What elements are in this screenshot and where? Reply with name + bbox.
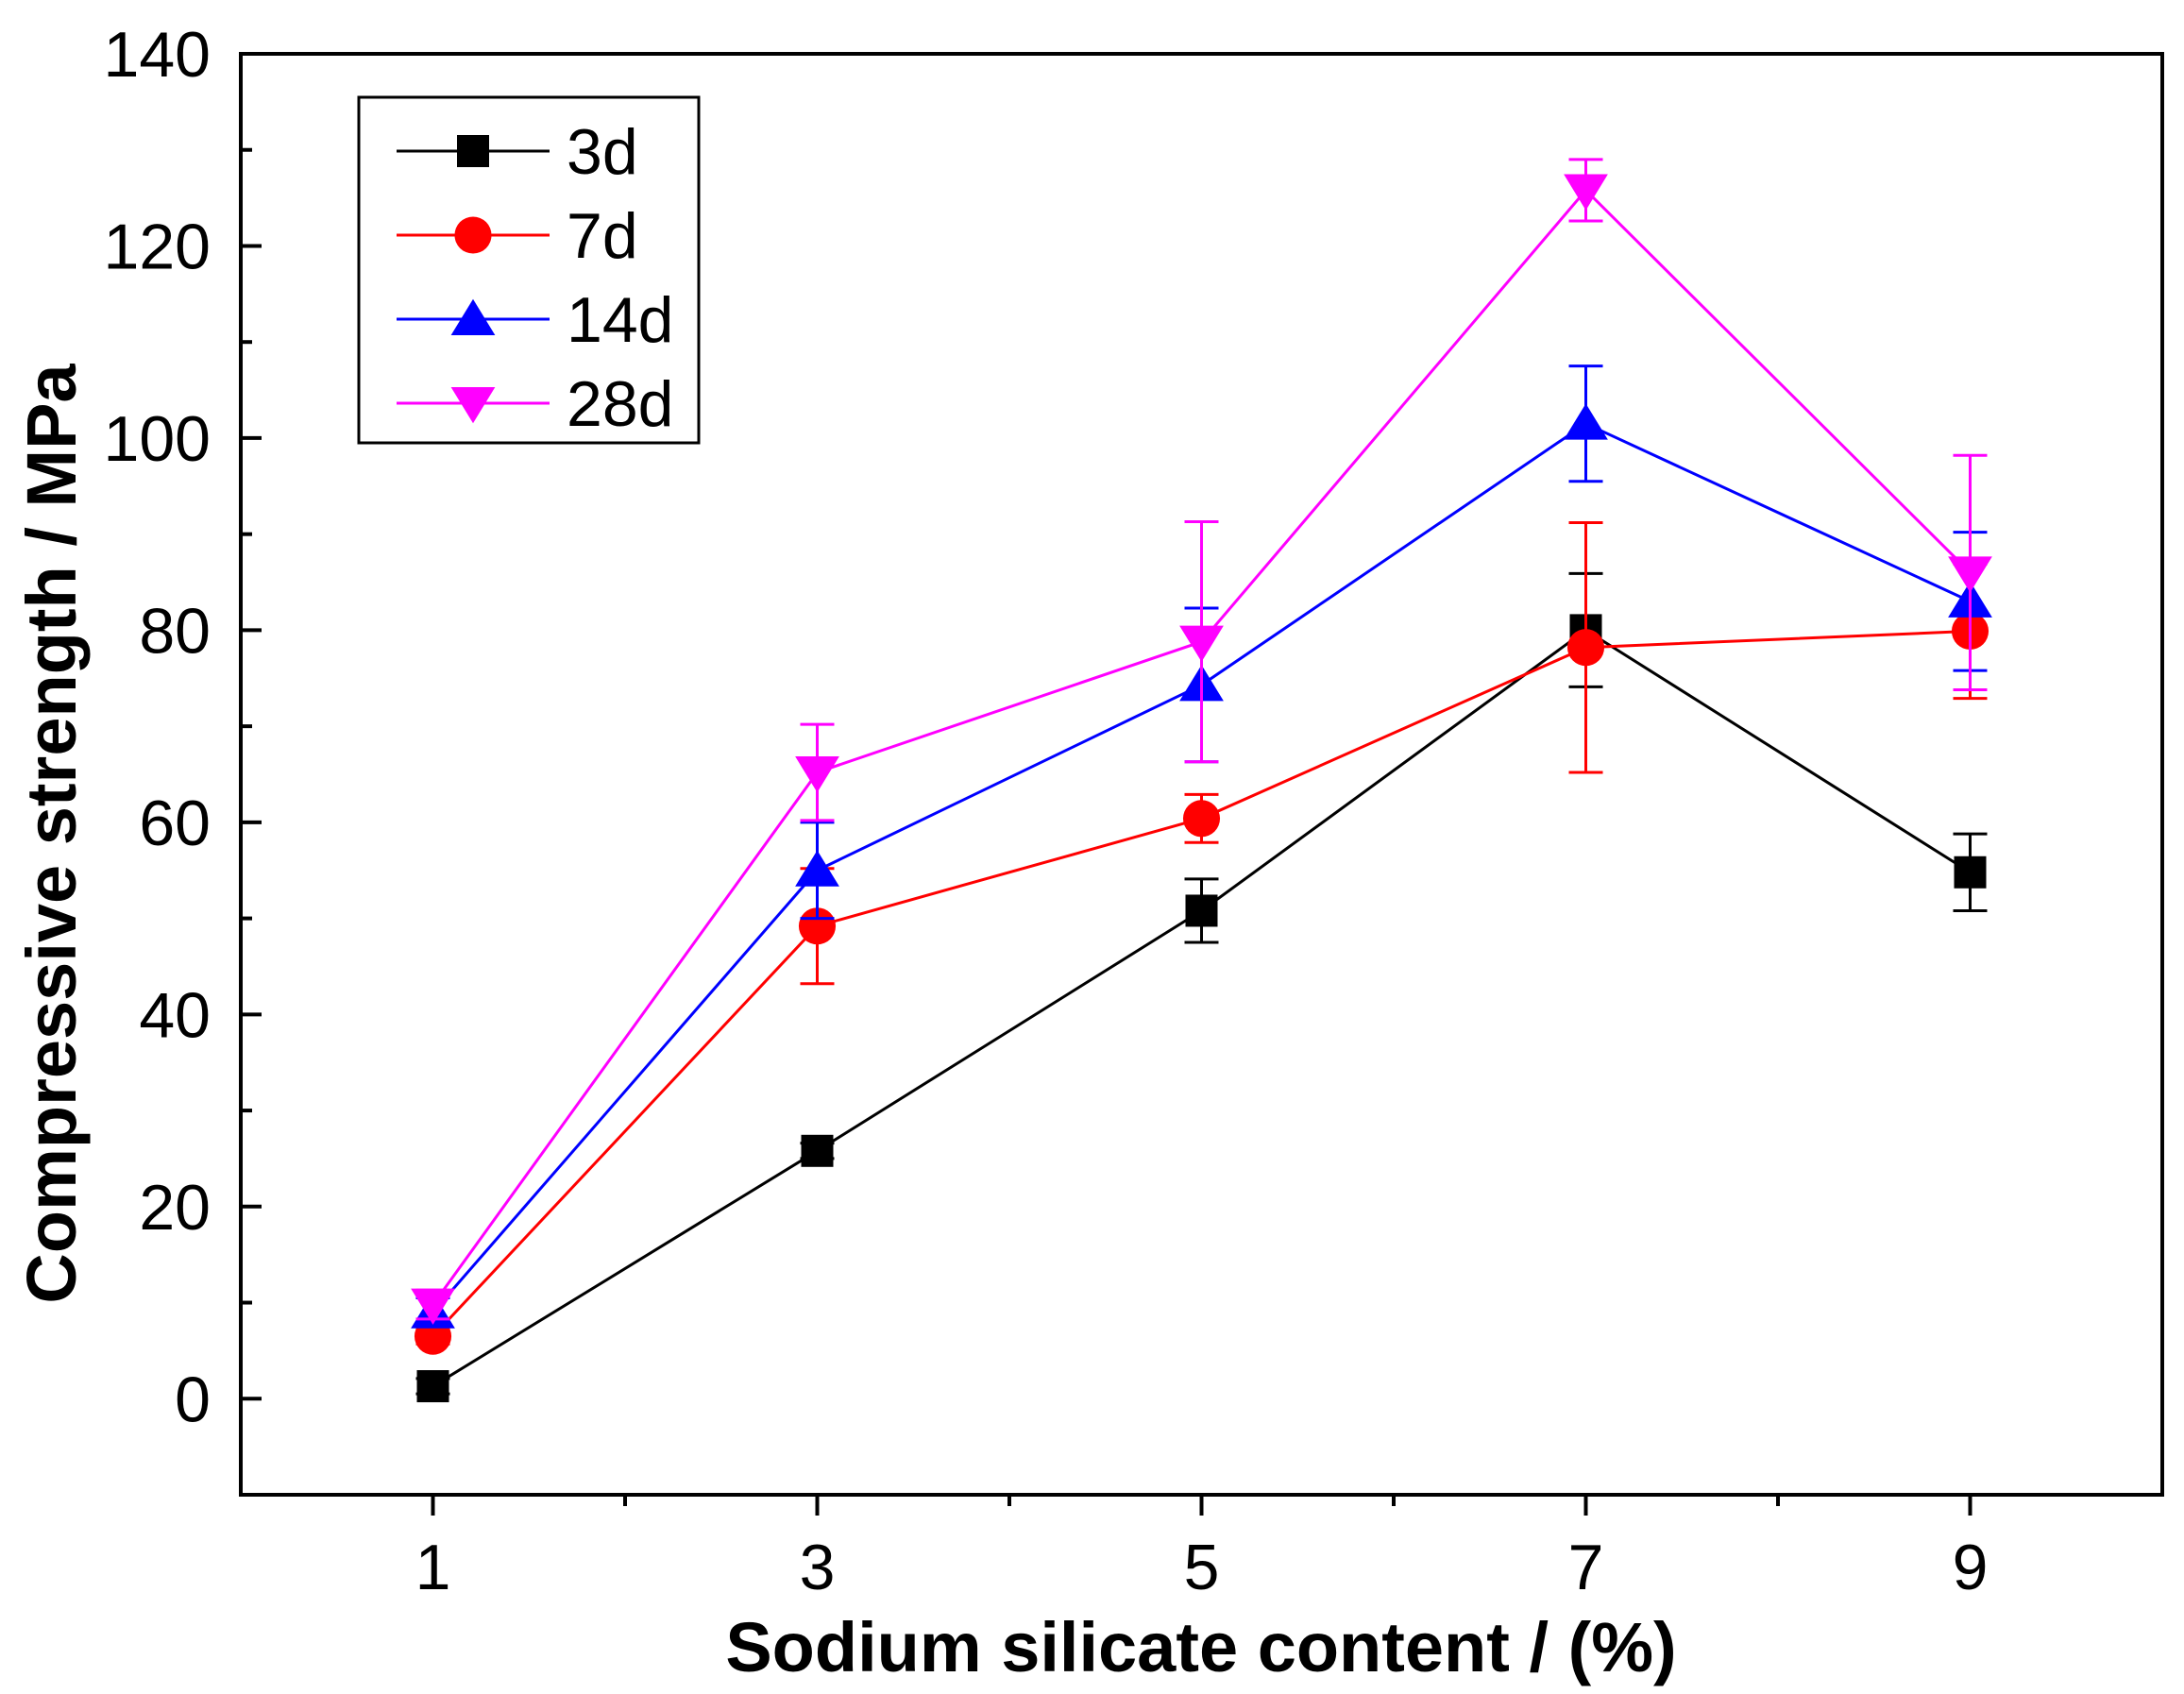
legend-label: 28d: [567, 368, 673, 440]
data-point-3d: [801, 1134, 834, 1167]
y-tick-label: 100: [104, 403, 211, 475]
y-axis-title: Compressive strength / MPa: [12, 364, 91, 1304]
data-point-3d: [1185, 894, 1218, 927]
y-tick-label: 40: [139, 979, 211, 1051]
y-tick-label: 60: [139, 788, 211, 859]
legend-label: 7d: [567, 200, 638, 272]
x-tick-label: 5: [1184, 1532, 1220, 1603]
y-tick-label: 80: [139, 595, 211, 667]
legend-marker: [450, 387, 496, 424]
data-point-7d: [1182, 800, 1221, 838]
legend-label: 3d: [567, 116, 638, 188]
data-point-3d: [416, 1370, 449, 1403]
legend-box: [357, 95, 701, 445]
series-28d: [411, 158, 1992, 1325]
legend-item-28d: 28d: [397, 368, 673, 440]
x-tick-label: 7: [1568, 1532, 1604, 1603]
data-point-28d: [411, 1288, 455, 1325]
data-point-3d: [1954, 855, 1987, 889]
y-tick-label: 120: [104, 211, 211, 282]
data-point-28d: [1179, 625, 1224, 662]
legend-marker: [450, 298, 496, 335]
y-tick-label: 20: [139, 1172, 211, 1244]
legend-marker: [454, 216, 492, 254]
ticks-group: 0 20 40 60 80 100 120 140 1 3 5 7 9: [104, 19, 1989, 1603]
data-point-28d: [795, 755, 839, 793]
data-point-28d: [1564, 174, 1608, 211]
legend-marker: [457, 135, 489, 167]
data-point-7d: [1566, 629, 1605, 667]
data-point-7d: [798, 907, 837, 945]
data-point-14d: [1564, 403, 1608, 440]
y-tick-label: 0: [175, 1364, 211, 1435]
data-point-14d: [795, 850, 839, 887]
legend-item-3d: 3d: [397, 116, 638, 188]
data-point-28d: [1948, 556, 1992, 593]
legend-item-14d: 14d: [397, 284, 673, 356]
legend: 3d 7d 14d 28d: [357, 95, 701, 445]
x-tick-label: 9: [1953, 1532, 1989, 1603]
series-group: [411, 158, 1992, 1403]
x-tick-label: 3: [800, 1532, 836, 1603]
y-tick-label: 140: [104, 19, 211, 91]
legend-item-7d: 7d: [397, 200, 638, 272]
legend-label: 14d: [567, 284, 673, 356]
series-14d: [411, 364, 1992, 1329]
x-tick-label: 1: [415, 1532, 451, 1603]
x-axis-title: Sodium silicate content / (%): [725, 1608, 1676, 1686]
